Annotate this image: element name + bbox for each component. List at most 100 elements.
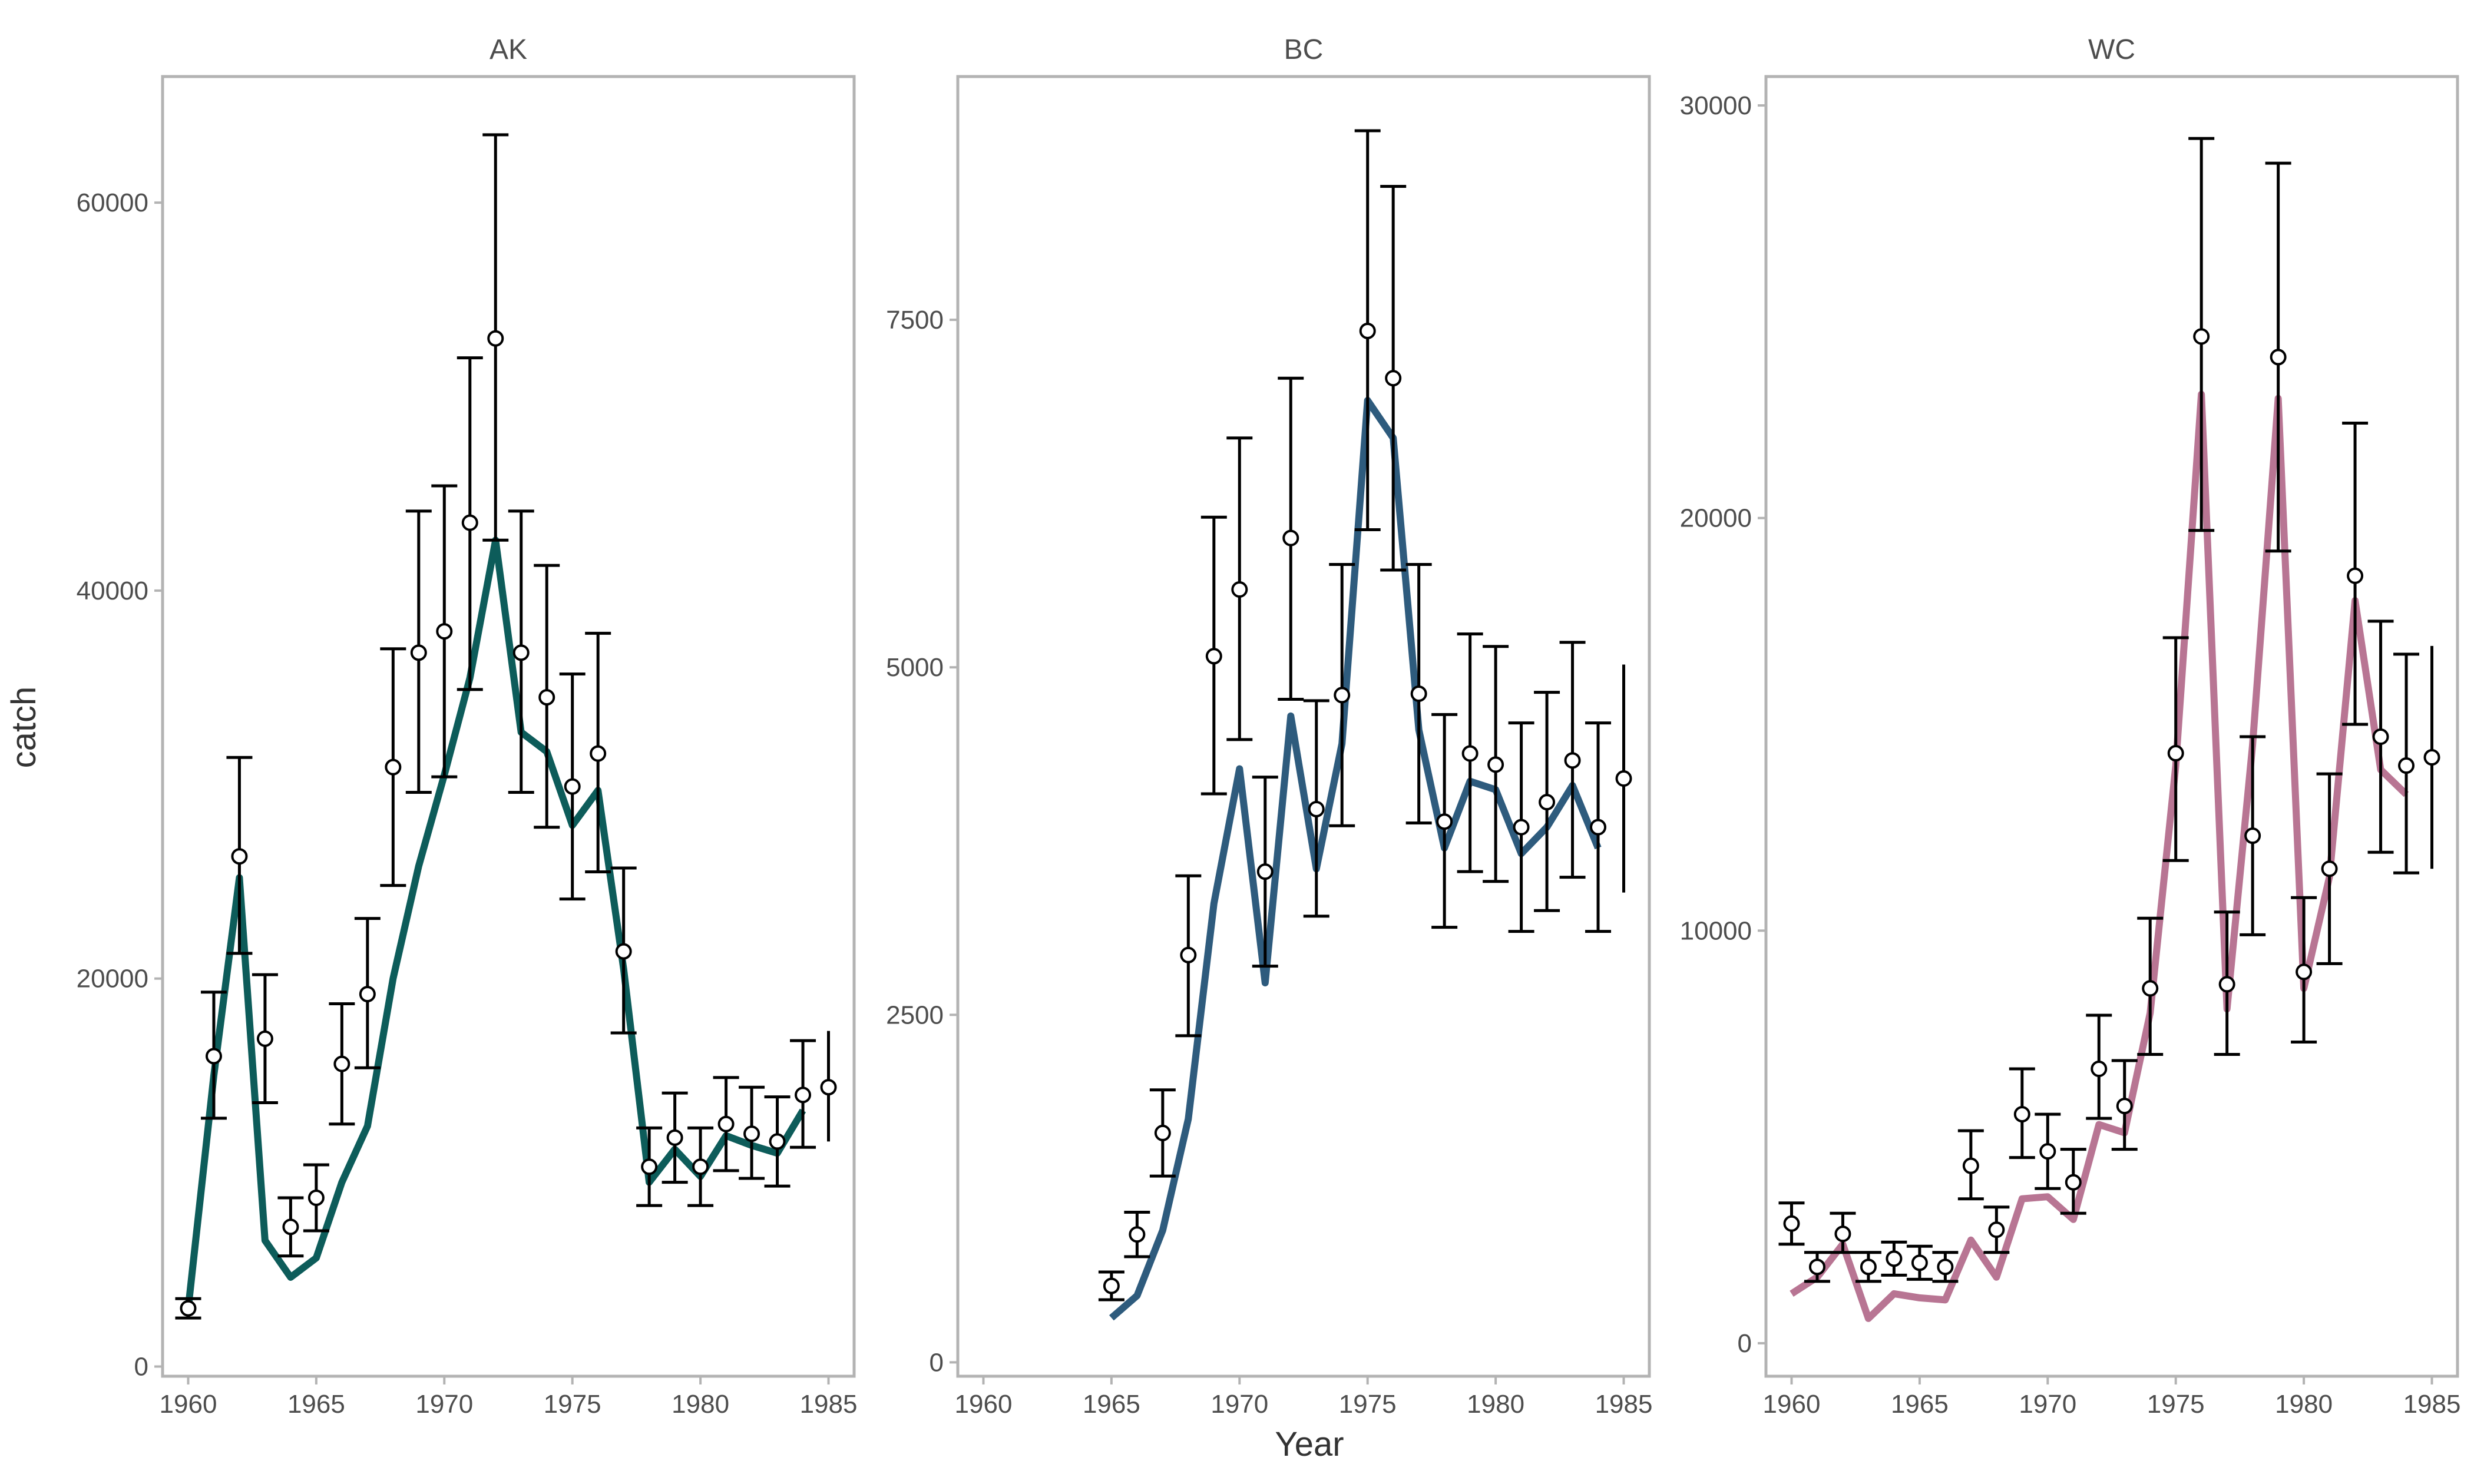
x-tick-label: 1985 — [2403, 1390, 2461, 1419]
panel-wc: WC 0 10000 20000 30000 1960 1965 1970 1975 1980 19… — [1680, 34, 2461, 1419]
observed-point — [1282, 529, 1299, 546]
fitted-line-ak — [184, 536, 806, 1309]
y-tick-label: 30000 — [1680, 91, 1752, 120]
observed-point — [307, 1189, 325, 1206]
x-tick-label: 1985 — [1595, 1390, 1653, 1419]
observed-point — [436, 623, 453, 640]
observed-point — [1615, 770, 1632, 787]
observed-point — [641, 1158, 658, 1175]
observed-point — [795, 1086, 812, 1104]
x-tick-label: 1965 — [1083, 1390, 1140, 1419]
observed-point — [205, 1048, 222, 1065]
observed-point — [410, 644, 427, 661]
observed-point — [1539, 794, 1556, 811]
y-tick-label: 7500 — [886, 306, 944, 334]
observed-point — [2116, 1098, 2133, 1115]
observed-point — [487, 330, 504, 347]
x-tick-label: 1975 — [2147, 1390, 2205, 1419]
observed-point — [2372, 728, 2389, 746]
observed-point — [282, 1218, 299, 1235]
x-tick-label: 1970 — [2019, 1390, 2076, 1419]
observed-point — [1834, 1225, 1851, 1243]
observed-point — [1564, 752, 1581, 769]
observed-point — [2296, 963, 2313, 980]
observed-point — [538, 689, 555, 706]
y-tick-label: 20000 — [1680, 504, 1752, 533]
observed-point — [1334, 687, 1351, 704]
observed-point — [461, 514, 478, 531]
observed-point — [564, 778, 581, 795]
panel-border — [161, 75, 856, 1378]
observed-point — [1180, 946, 1197, 963]
observed-point — [1886, 1250, 1903, 1267]
observed-point — [2091, 1061, 2108, 1078]
x-tick-label: 1965 — [287, 1390, 345, 1419]
observed-point — [256, 1030, 273, 1047]
panel-bc: BC 0 2500 5000 7500 1960 1965 1970 1975 1980 1985 — [886, 34, 1652, 1419]
observed-point — [1988, 1221, 2005, 1238]
x-tick-label: 1970 — [415, 1390, 473, 1419]
observed-point — [2244, 827, 2261, 844]
observed-point — [2321, 860, 2338, 877]
x-tick-label: 1965 — [1891, 1390, 1949, 1419]
panels: AK 0 20000 40000 60000 1960 1965 1970 1975 1980 19… — [77, 34, 2461, 1419]
observed-point — [1487, 756, 1504, 773]
y-tick-label: 0 — [134, 1353, 148, 1382]
observed-point — [717, 1115, 735, 1132]
observed-point — [1808, 1258, 1825, 1276]
x-tick-label: 1985 — [800, 1390, 858, 1419]
x-axis-title: Year — [1275, 1425, 1344, 1463]
observed-point — [180, 1300, 197, 1317]
y-tick-label: 0 — [1738, 1329, 1752, 1358]
observed-point — [1513, 819, 1530, 836]
observed-point — [2218, 976, 2235, 993]
observed-point — [2142, 980, 2159, 997]
panel-title-ak: AK — [489, 34, 527, 65]
y-tick-label: 10000 — [1680, 916, 1752, 945]
observed-point — [2193, 328, 2210, 345]
x-tick-label: 1975 — [1339, 1390, 1397, 1419]
x-tick-label: 1980 — [2275, 1390, 2333, 1419]
observed-point — [1129, 1226, 1146, 1243]
observed-point — [2398, 757, 2415, 774]
observed-point — [692, 1158, 709, 1175]
observed-point — [2013, 1106, 2030, 1123]
observed-point — [2423, 749, 2440, 766]
observed-point — [1385, 370, 1402, 387]
observed-point — [2167, 745, 2184, 762]
observed-point — [2039, 1143, 2056, 1160]
panel-border — [956, 75, 1651, 1378]
observed-point — [1205, 648, 1222, 665]
observed-point — [1590, 819, 1607, 836]
observed-point — [333, 1055, 350, 1072]
x-tick-label: 1980 — [1467, 1390, 1524, 1419]
y-tick-label: 5000 — [886, 653, 944, 682]
observed-point — [1154, 1124, 1171, 1141]
x-tick-label: 1960 — [1763, 1390, 1821, 1419]
observed-point — [820, 1079, 837, 1096]
panel-ak: AK 0 20000 40000 60000 1960 1965 1970 1975 1980 19… — [77, 34, 858, 1419]
observed-point — [590, 745, 607, 762]
observed-point — [666, 1129, 683, 1146]
observed-point — [1103, 1277, 1120, 1294]
observed-point — [1359, 322, 1376, 339]
observed-point — [1860, 1258, 1877, 1276]
observed-point — [1308, 800, 1325, 817]
y-axis-title: catch — [5, 687, 43, 768]
fitted-line-wc — [1790, 390, 2409, 1322]
observed-point — [2347, 567, 2364, 584]
fitted-line-bc — [1109, 397, 1602, 1321]
observed-point — [385, 758, 402, 776]
observed-point — [1461, 745, 1479, 762]
x-tick-label: 1980 — [672, 1390, 729, 1419]
observed-point — [2270, 349, 2287, 366]
x-tick-label: 1970 — [1210, 1390, 1268, 1419]
observed-point — [1937, 1258, 1954, 1276]
y-tick-label: 20000 — [77, 965, 148, 993]
observed-point — [1783, 1215, 1800, 1232]
y-tick-label: 0 — [930, 1348, 944, 1377]
observed-point — [1911, 1254, 1928, 1271]
y-tick-label: 40000 — [77, 577, 148, 605]
observed-point — [1231, 581, 1248, 598]
